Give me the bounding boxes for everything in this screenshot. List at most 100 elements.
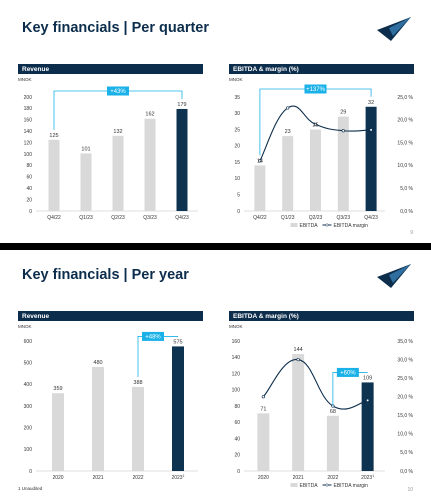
bar xyxy=(361,382,374,471)
y-tick-label: 120 xyxy=(232,371,241,377)
x-tick-label: Q3/23 xyxy=(143,215,157,221)
x-tick-label: Q3/23 xyxy=(336,215,350,221)
y2-tick-label: 5,0 % xyxy=(400,186,413,192)
growth-bracket xyxy=(53,90,183,130)
y-tick-label: 180 xyxy=(24,106,33,112)
chart-svg: Revenue MNOK 0 20 40 60 80 100 120 140 160 180 200 12… xyxy=(18,64,203,221)
y-tick-label: 40 xyxy=(234,436,240,442)
data-label: 480 xyxy=(93,360,102,366)
data-label: 101 xyxy=(81,146,90,152)
x-tick-label: 2022 xyxy=(327,475,338,481)
legend-label: EBITDA xyxy=(300,483,319,489)
y-tick-label: 60 xyxy=(26,175,32,181)
data-label: 144 xyxy=(294,347,303,353)
x-tick-label: Q2/23 xyxy=(111,215,125,221)
growth-badge xyxy=(336,367,359,377)
x-tick-label: Q4/23 xyxy=(175,215,189,221)
y-tick-label: 100 xyxy=(232,388,241,394)
data-label: 14 xyxy=(257,158,263,164)
margin-point xyxy=(369,128,373,132)
y2-tick-label: 20,0 % xyxy=(397,395,413,401)
y2-tick-label: 10,0 % xyxy=(397,163,413,169)
x-tick-footnote: 1 xyxy=(372,474,374,478)
growth-badge-label: +60% xyxy=(340,371,356,377)
legend-label: EBITDA xyxy=(300,223,319,229)
data-label: 68 xyxy=(330,409,336,415)
y-tick-label: 30 xyxy=(234,111,240,117)
growth-badge-label: +48% xyxy=(145,335,161,341)
panel-title-bar xyxy=(229,311,414,321)
y2-tick-label: 30,0 % xyxy=(397,357,413,363)
data-label: 109 xyxy=(363,375,372,381)
x-tick-label: 2021 xyxy=(92,475,103,481)
x-tick-label: 20231 xyxy=(361,474,374,481)
y-tick-label: 400 xyxy=(24,382,33,388)
y2-tick-label: 25,0 % xyxy=(397,95,413,101)
data-label: 575 xyxy=(173,339,182,345)
margin-line xyxy=(262,359,368,410)
data-label: 162 xyxy=(145,112,154,118)
data-label: 388 xyxy=(133,380,142,386)
y-tick-label: 500 xyxy=(24,360,33,366)
slide-yearly: Key financials | Per year Revenue MNOK 0 10… xyxy=(0,250,431,500)
panel-title-bar xyxy=(18,311,203,321)
y-tick-label: 25 xyxy=(234,127,240,133)
y-tick-label: 20 xyxy=(234,144,240,150)
revenue-year-chart: Revenue MNOK 0 100 200 300 400 500 600 359 480 388 5… xyxy=(18,311,203,493)
panel-title: EBITDA & margin (%) xyxy=(233,313,299,320)
bar xyxy=(172,346,184,471)
y2-tick-label: 20,0 % xyxy=(397,118,413,124)
growth-badge xyxy=(142,331,164,341)
x-tick-label: Q4/22 xyxy=(47,215,61,221)
unit-label: MNOK xyxy=(229,77,243,82)
x-tick-label: 2020 xyxy=(258,475,269,481)
revenue-quarter-chart: Revenue MNOK 0 20 40 60 80 100 120 140 160 180 200 12… xyxy=(18,64,203,234)
panel-title: Revenue xyxy=(22,313,49,320)
legend-swatch-bar xyxy=(290,483,298,487)
data-label: 29 xyxy=(340,110,346,116)
bar xyxy=(257,413,270,471)
margin-point xyxy=(286,106,290,110)
y-tick-label: 300 xyxy=(24,404,33,410)
growth-badge xyxy=(304,84,327,94)
page-number: 10 xyxy=(407,487,413,493)
y-tick-label: 60 xyxy=(234,420,240,426)
margin-point xyxy=(261,395,265,399)
x-tick-label: Q1/23 xyxy=(79,215,93,221)
y-tick-label: 10 xyxy=(234,176,240,182)
y-tick-label: 40 xyxy=(26,186,32,192)
y-tick-label: 80 xyxy=(234,404,240,410)
panel-title-bar xyxy=(18,64,203,74)
data-label: 125 xyxy=(49,133,58,139)
bar xyxy=(326,415,339,471)
data-label: 25 xyxy=(312,123,318,129)
bar xyxy=(144,118,156,211)
x-tick-label: Q4/22 xyxy=(253,215,267,221)
bar xyxy=(52,393,64,471)
slide-quarterly: Key financials | Per quarter Revenue MNOK… xyxy=(0,0,431,243)
x-tick-label: Q4/23 xyxy=(364,215,378,221)
chart-svg: Revenue MNOK 0 100 200 300 400 500 600 359 480 388 5… xyxy=(18,311,203,481)
panel-title-bar xyxy=(229,64,414,74)
y-tick-label: 80 xyxy=(26,163,32,169)
y-tick-label: 160 xyxy=(232,339,241,345)
legend-swatch-bar xyxy=(290,223,298,227)
y-tick-label: 200 xyxy=(24,425,33,431)
y2-tick-label: 10,0 % xyxy=(397,432,413,438)
y-tick-label: 140 xyxy=(24,129,33,135)
x-tick-label: 2022 xyxy=(132,475,143,481)
panel-title: Revenue xyxy=(22,66,49,73)
y-tick-label: 600 xyxy=(24,339,33,345)
bar xyxy=(92,367,104,471)
y2-tick-label: 25,0 % xyxy=(397,376,413,382)
growth-bracket xyxy=(137,336,178,377)
y-tick-label: 200 xyxy=(24,95,33,101)
bar xyxy=(337,116,349,211)
x-tick-footnote: 1 xyxy=(183,474,185,478)
legend-swatch-point xyxy=(325,483,329,487)
margin-point xyxy=(258,159,262,163)
y-tick-label: 20 xyxy=(234,453,240,459)
x-tick-label: 2021 xyxy=(293,475,304,481)
data-label: 23 xyxy=(285,129,291,135)
y2-tick-label: 0,0 % xyxy=(400,469,413,475)
